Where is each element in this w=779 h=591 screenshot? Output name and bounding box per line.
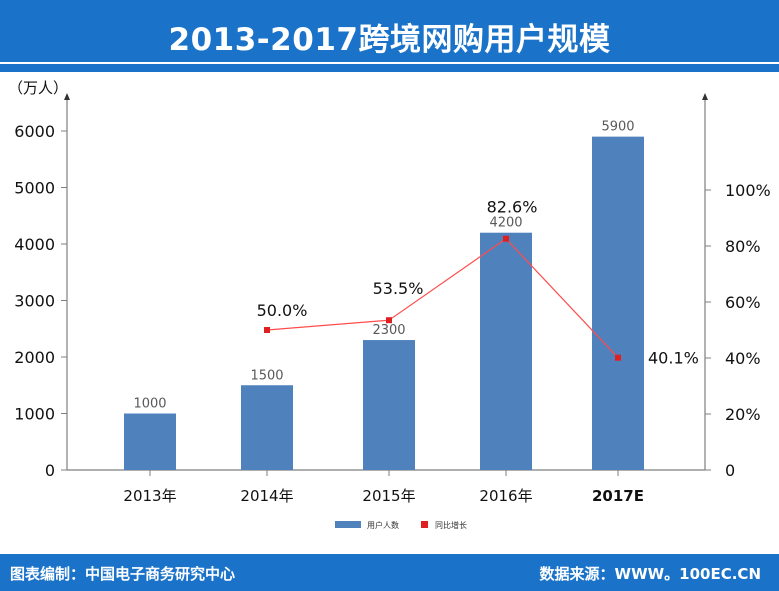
y2-tick-label: 100% bbox=[725, 181, 771, 200]
title-banner: 2013-2017跨境网购用户规模 bbox=[0, 0, 779, 72]
growth-value-label: 50.0% bbox=[257, 301, 308, 320]
bar-value-label: 2300 bbox=[372, 323, 405, 338]
title-rule bbox=[0, 62, 779, 64]
growth-value-label: 82.6% bbox=[487, 198, 538, 217]
y-tick-label: 5000 bbox=[14, 179, 55, 198]
y-tick-label: 2000 bbox=[14, 348, 55, 367]
y-axis-unit-label: （万人） bbox=[8, 79, 68, 97]
legend-swatch-bar bbox=[335, 521, 361, 528]
y-tick-label: 3000 bbox=[14, 292, 55, 311]
y2-tick-label: 60% bbox=[725, 293, 761, 312]
growth-point bbox=[264, 327, 270, 333]
legend-swatch-line bbox=[421, 521, 428, 528]
growth-point bbox=[615, 354, 621, 361]
y-tick-label: 4000 bbox=[14, 235, 55, 254]
data-source: 数据来源：WWW。100EC.CN bbox=[539, 565, 761, 583]
chart-title: 2013-2017跨境网购用户规模 bbox=[168, 22, 611, 58]
bar-value-label: 5900 bbox=[601, 120, 634, 135]
y2-tick-label: 0 bbox=[725, 461, 735, 480]
bar-value-label: 1000 bbox=[133, 397, 166, 412]
y2-tick-label: 40% bbox=[725, 349, 761, 368]
growth-point bbox=[503, 235, 509, 242]
bar bbox=[363, 340, 415, 470]
legend-label-line: 同比增长 bbox=[435, 520, 467, 530]
y-axis-left-arrow bbox=[64, 93, 70, 100]
y2-tick-label: 20% bbox=[725, 405, 761, 424]
bar bbox=[480, 232, 532, 470]
x-tick-label: 2014年 bbox=[240, 487, 293, 505]
x-tick-label: 2015年 bbox=[362, 487, 415, 505]
y-tick-label: 6000 bbox=[14, 122, 55, 141]
growth-value-label: 53.5% bbox=[373, 279, 424, 298]
bar-value-label: 1500 bbox=[250, 368, 283, 383]
bar bbox=[124, 413, 176, 470]
y-axis-right-arrow bbox=[702, 93, 708, 100]
x-tick-label: 2017E bbox=[592, 487, 644, 505]
bar bbox=[241, 385, 293, 470]
growth-value-label: 40.1% bbox=[648, 349, 699, 368]
growth-line bbox=[266, 237, 619, 359]
compiler-credit: 图表编制：中国电子商务研究中心 bbox=[10, 565, 236, 583]
y-tick-label: 1000 bbox=[14, 405, 55, 424]
x-tick-label: 2013年 bbox=[123, 487, 176, 505]
legend-label-bar: 用户人数 bbox=[367, 520, 399, 530]
footer-banner: 图表编制：中国电子商务研究中心 数据来源：WWW。100EC.CN bbox=[0, 554, 779, 591]
x-tick-label: 2016年 bbox=[479, 487, 532, 505]
bar-value-label: 4200 bbox=[489, 216, 522, 231]
bar bbox=[592, 136, 644, 470]
y-tick-label: 0 bbox=[45, 461, 55, 480]
growth-point bbox=[386, 317, 392, 324]
y2-tick-label: 80% bbox=[725, 237, 761, 256]
